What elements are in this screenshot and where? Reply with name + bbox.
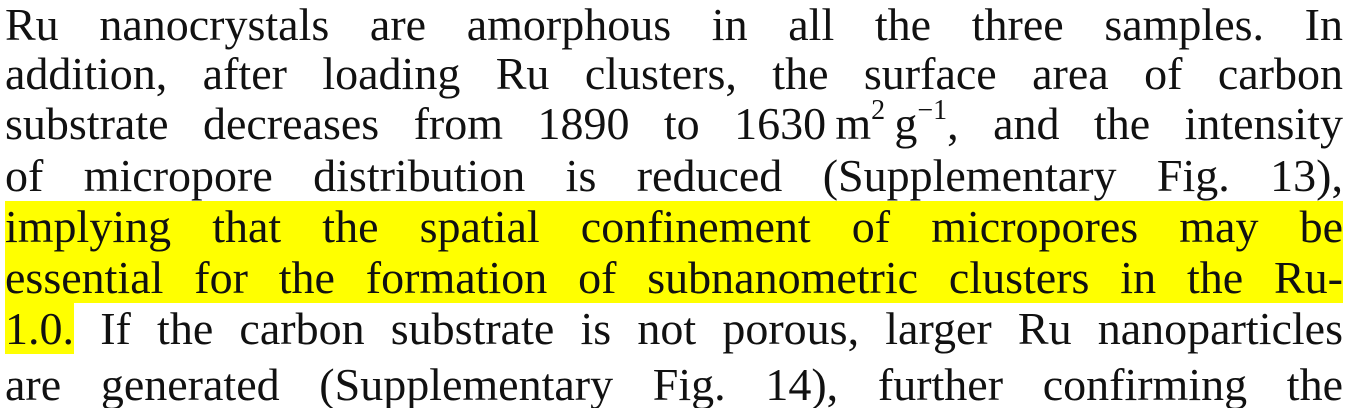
text-line-8-partial: are generated (Supplementary Fig. 14), f… [5, 359, 1343, 408]
superscript-2: 2 [871, 95, 886, 126]
text-line-3-unit: g [885, 98, 918, 149]
highlighted-text-line-7: 1.0. [5, 303, 74, 354]
text-line-7: 1.0. If the carbon substrate is not poro… [5, 302, 1343, 356]
text-line-2: addition, after loading Ru clusters, the… [5, 48, 1343, 99]
text-line-1: Ru nanocrystals are amorphous in all the… [5, 0, 1343, 50]
text-line-3-pre: substrate decreases from 1890 to 1630 m [5, 98, 872, 149]
highlighted-text-line-5: implying that the spatial confinement of… [5, 201, 1343, 252]
text-line-5: implying that the spatial confinement of… [5, 200, 1343, 254]
text-line-6: essential for the formation of subnanome… [5, 251, 1343, 305]
text-line-7-rest: If the carbon substrate is not porous, l… [74, 303, 1343, 354]
text-line-4: of micropore distribution is reduced (Su… [5, 150, 1343, 201]
text-line-3: substrate decreases from 1890 to 1630 m2… [5, 97, 1343, 151]
superscript-minus-1: −1 [917, 95, 948, 126]
text-line-3-post: , and the intensity [947, 98, 1343, 149]
highlighted-text-line-6: essential for the formation of subnanome… [5, 252, 1343, 303]
